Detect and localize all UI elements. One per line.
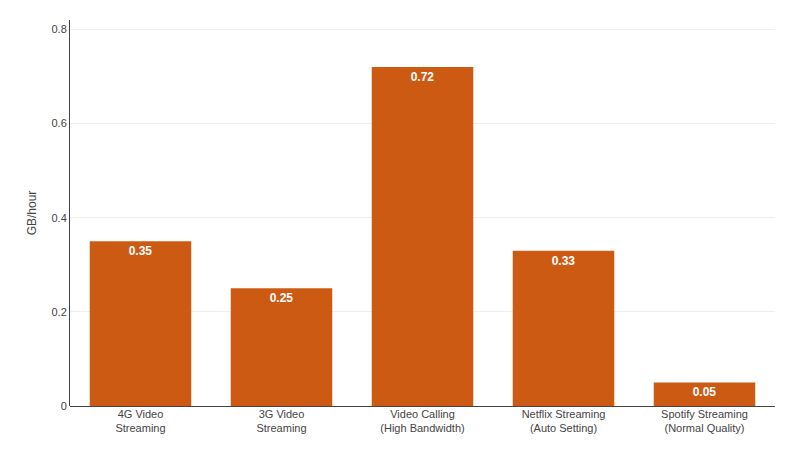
svg-text:0.2: 0.2 — [52, 306, 67, 318]
svg-text:GB/hour: GB/hour — [25, 191, 39, 236]
svg-text:Netflix Streaming(Auto Setting: Netflix Streaming(Auto Setting) — [522, 408, 606, 434]
svg-text:Spotify Streaming(Normal Quali: Spotify Streaming(Normal Quality) — [661, 408, 748, 434]
svg-text:3G VideoStreaming: 3G VideoStreaming — [256, 408, 306, 434]
svg-text:Video Calling(High Bandwidth): Video Calling(High Bandwidth) — [380, 408, 464, 434]
svg-text:4G VideoStreaming: 4G VideoStreaming — [115, 408, 165, 434]
svg-text:0.05: 0.05 — [693, 385, 717, 399]
svg-text:0.8: 0.8 — [52, 23, 67, 35]
svg-text:0.33: 0.33 — [552, 254, 576, 268]
svg-text:0: 0 — [61, 400, 67, 412]
svg-text:0.6: 0.6 — [52, 117, 67, 129]
svg-text:0.72: 0.72 — [411, 70, 435, 84]
svg-text:0.35: 0.35 — [129, 244, 153, 258]
svg-text:0.25: 0.25 — [270, 291, 294, 305]
svg-text:0.4: 0.4 — [52, 212, 67, 224]
